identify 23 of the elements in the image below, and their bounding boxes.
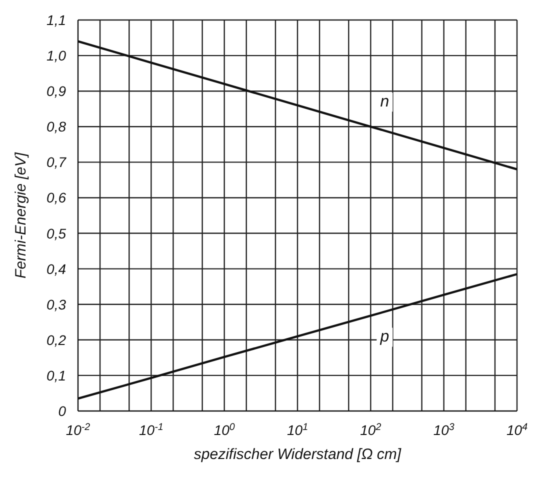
series-label: n	[380, 94, 390, 111]
y-axis-title: Fermi-Energie [eV]	[12, 152, 30, 278]
y-tick-label: 0,3	[46, 296, 66, 312]
x-tick-label: 10$^{1}$	[286, 422, 308, 438]
y-tick-label: 0,2	[46, 332, 66, 348]
y-tick-label: 0	[58, 403, 66, 419]
series-label: p	[379, 328, 390, 346]
y-tick-label: 0,7	[46, 154, 68, 170]
x-axis-title: spezifischer Widerstand [Ω cm]	[194, 446, 402, 463]
x-tick-label: 10$^{3}$	[433, 422, 455, 438]
x-tick-label: 10$^{4}$	[506, 422, 528, 438]
y-tick-label: 1,1	[46, 12, 66, 28]
y-tick-label: 0,5	[46, 225, 66, 242]
x-tick-label: 10$^{0}$	[214, 422, 236, 438]
y-tick-label: 0,4	[46, 260, 66, 277]
x-tick-label: 10$^{-1}$	[139, 422, 164, 438]
y-tick-label: 0,6	[46, 190, 66, 206]
x-tick-label: 10$^{-2}$	[66, 422, 91, 438]
y-tick-label: 0,8	[46, 118, 66, 135]
y-tick-label: 1,0	[46, 48, 66, 64]
x-tick-label: 10$^{2}$	[360, 422, 382, 438]
y-tick-label: 0,1	[46, 367, 66, 384]
y-tick-label: 0,9	[46, 83, 66, 100]
